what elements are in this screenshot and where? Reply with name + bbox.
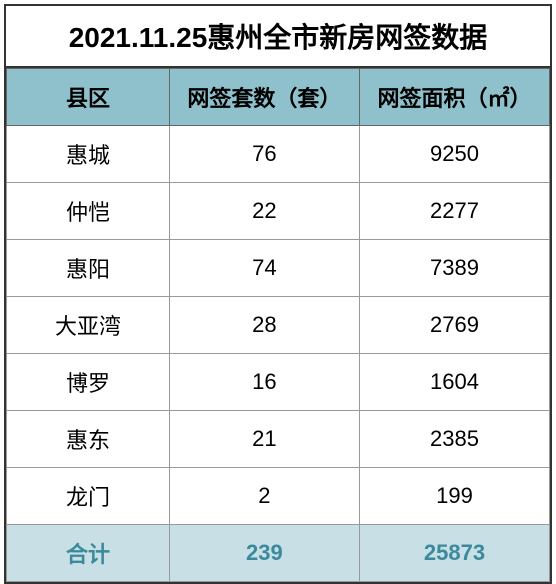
cell-count: 16 [169, 354, 359, 411]
total-count: 239 [169, 525, 359, 582]
cell-area: 9250 [359, 126, 549, 183]
cell-count: 2 [169, 468, 359, 525]
cell-district: 惠东 [7, 411, 170, 468]
cell-count: 28 [169, 297, 359, 354]
cell-area: 2385 [359, 411, 549, 468]
cell-area: 1604 [359, 354, 549, 411]
cell-area: 2769 [359, 297, 549, 354]
cell-district: 仲恺 [7, 183, 170, 240]
table-row: 大亚湾 28 2769 [7, 297, 550, 354]
cell-count: 21 [169, 411, 359, 468]
table-body: 惠城 76 9250 仲恺 22 2277 惠阳 74 7389 大亚湾 28 … [7, 126, 550, 582]
cell-area: 199 [359, 468, 549, 525]
table-header-row: 县区 网签套数（套） 网签面积（㎡） [7, 69, 550, 126]
total-area: 25873 [359, 525, 549, 582]
data-table: 县区 网签套数（套） 网签面积（㎡） 惠城 76 9250 仲恺 22 2277… [6, 68, 550, 582]
cell-district: 博罗 [7, 354, 170, 411]
cell-count: 74 [169, 240, 359, 297]
table-row: 惠东 21 2385 [7, 411, 550, 468]
cell-district: 龙门 [7, 468, 170, 525]
cell-area: 2277 [359, 183, 549, 240]
table-total-row: 合计 239 25873 [7, 525, 550, 582]
header-count: 网签套数（套） [169, 69, 359, 126]
table-row: 惠阳 74 7389 [7, 240, 550, 297]
cell-district: 惠城 [7, 126, 170, 183]
cell-count: 22 [169, 183, 359, 240]
table-row: 惠城 76 9250 [7, 126, 550, 183]
table-row: 龙门 2 199 [7, 468, 550, 525]
page-title: 2021.11.25惠州全市新房网签数据 [6, 6, 550, 68]
table-row: 博罗 16 1604 [7, 354, 550, 411]
total-label: 合计 [7, 525, 170, 582]
cell-district: 大亚湾 [7, 297, 170, 354]
cell-district: 惠阳 [7, 240, 170, 297]
table-container: 2021.11.25惠州全市新房网签数据 县区 网签套数（套） 网签面积（㎡） … [4, 4, 552, 584]
table-row: 仲恺 22 2277 [7, 183, 550, 240]
header-area: 网签面积（㎡） [359, 69, 549, 126]
cell-area: 7389 [359, 240, 549, 297]
header-district: 县区 [7, 69, 170, 126]
cell-count: 76 [169, 126, 359, 183]
